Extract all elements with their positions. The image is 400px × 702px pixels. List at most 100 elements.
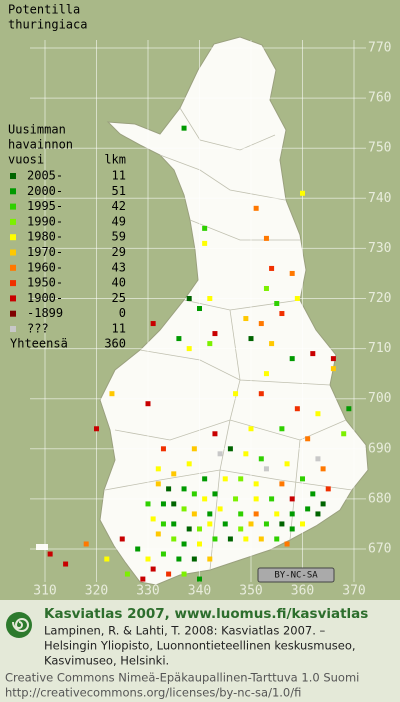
legend-count: 11 bbox=[112, 322, 126, 336]
occurrence-square bbox=[289, 526, 295, 532]
occurrence-square bbox=[279, 311, 285, 317]
occurrence-square bbox=[207, 296, 213, 301]
occurrence-square bbox=[279, 481, 285, 487]
legend-label: 1980- bbox=[27, 230, 63, 244]
legend-label: 1960- bbox=[27, 260, 63, 274]
occurrence-square bbox=[305, 506, 311, 512]
aland-islands bbox=[36, 544, 48, 550]
occurrence-square bbox=[253, 205, 259, 211]
occurrence-square bbox=[171, 521, 177, 527]
legend-label: 2000- bbox=[27, 184, 63, 198]
occurrence-square bbox=[202, 496, 208, 502]
occurrence-square bbox=[253, 481, 259, 487]
occurrence-square bbox=[212, 491, 218, 497]
occurrence-square bbox=[289, 511, 295, 517]
occurrence-square bbox=[320, 466, 326, 472]
legend-count: 49 bbox=[112, 214, 126, 228]
occurrence-square bbox=[186, 296, 192, 301]
license-line: Creative Commons Nimeä-Epäkaupallinen-Ta… bbox=[5, 671, 359, 685]
occurrence-square bbox=[63, 561, 69, 567]
legend-swatch bbox=[10, 249, 16, 256]
occurrence-square bbox=[150, 321, 156, 327]
occurrence-square bbox=[160, 551, 166, 557]
occurrence-square bbox=[181, 125, 187, 131]
y-tick-label: 680 bbox=[368, 491, 391, 506]
occurrence-square bbox=[238, 511, 244, 517]
legend-label: ??? bbox=[27, 322, 49, 336]
occurrence-square bbox=[94, 426, 99, 432]
title-line: Potentilla bbox=[8, 3, 80, 17]
y-tick-label: 710 bbox=[368, 341, 391, 356]
occurrence-square bbox=[160, 501, 166, 507]
occurrence-square bbox=[176, 336, 182, 342]
occurrence-square bbox=[160, 521, 166, 527]
occurrence-square bbox=[263, 521, 269, 527]
license-badge-text[interactable]: BY-NC-SA bbox=[274, 571, 318, 581]
occurrence-square bbox=[269, 265, 275, 271]
legend-label: 2005- bbox=[27, 169, 63, 183]
count-header: lkm bbox=[104, 153, 126, 167]
y-tick-label: 750 bbox=[368, 141, 391, 156]
footer-heading[interactable]: Kasviatlas 2007, www.luomus.fi/kasviatla… bbox=[44, 606, 368, 622]
occurrence-square bbox=[181, 571, 187, 577]
occurrence-square bbox=[284, 541, 290, 547]
occurrence-square bbox=[207, 521, 213, 527]
occurrence-square bbox=[212, 431, 218, 437]
occurrence-square bbox=[253, 496, 259, 502]
occurrence-square bbox=[325, 486, 331, 492]
occurrence-square bbox=[186, 526, 192, 532]
occurrence-square bbox=[186, 346, 192, 352]
occurrence-square bbox=[186, 461, 192, 467]
occurrence-square bbox=[171, 471, 177, 477]
occurrence-square bbox=[222, 476, 228, 482]
occurrence-square bbox=[238, 526, 244, 532]
occurrence-square bbox=[341, 431, 347, 437]
occurrence-square bbox=[155, 531, 161, 537]
occurrence-square bbox=[171, 536, 177, 542]
occurrence-square bbox=[181, 486, 187, 492]
occurrence-square bbox=[263, 235, 269, 241]
occurrence-square bbox=[305, 436, 311, 442]
legend-label: 1900- bbox=[27, 291, 63, 305]
occurrence-square bbox=[258, 536, 264, 542]
occurrence-square bbox=[124, 571, 130, 577]
legend-label: 1990- bbox=[27, 214, 63, 228]
occurrence-square bbox=[320, 501, 326, 507]
occurrence-square bbox=[315, 411, 321, 417]
occurrence-square bbox=[109, 391, 115, 397]
occurrence-square bbox=[269, 496, 275, 502]
total-label: Yhteensä bbox=[10, 337, 68, 351]
occurrence-square bbox=[145, 556, 151, 562]
x-tick-label: 350 bbox=[239, 584, 262, 599]
occurrence-square bbox=[181, 541, 187, 547]
license-line[interactable]: http://creativecommons.org/licenses/by-n… bbox=[5, 686, 301, 700]
occurrence-square bbox=[212, 536, 218, 542]
legend-label: 1970- bbox=[27, 245, 63, 259]
legend-swatch bbox=[10, 218, 16, 225]
finland-land bbox=[99, 36, 369, 586]
occurrence-square bbox=[191, 491, 197, 497]
occurrence-square bbox=[315, 456, 321, 462]
occurrence-square bbox=[294, 406, 300, 412]
occurrence-square bbox=[145, 401, 151, 407]
occurrence-square bbox=[294, 296, 300, 301]
occurrence-square bbox=[171, 501, 177, 507]
license-badge[interactable] bbox=[257, 567, 335, 583]
occurrence-square bbox=[197, 526, 202, 532]
occurrence-square bbox=[243, 316, 249, 322]
legend-swatch bbox=[10, 264, 16, 271]
legend-header: Uusimman bbox=[8, 123, 66, 137]
title-line: thuringiaca bbox=[8, 18, 87, 32]
legend-count: 42 bbox=[112, 199, 126, 213]
occurrence-square bbox=[212, 331, 218, 337]
occurrence-square bbox=[140, 576, 146, 582]
y-tick-label: 730 bbox=[368, 241, 391, 256]
occurrence-square bbox=[217, 506, 223, 512]
legend-label: 1950- bbox=[27, 276, 63, 290]
occurrence-square bbox=[197, 306, 202, 312]
occurrence-square bbox=[176, 556, 182, 562]
y-tick-label: 670 bbox=[368, 542, 391, 557]
occurrence-square bbox=[197, 541, 202, 547]
occurrence-square bbox=[243, 536, 249, 542]
occurrence-square bbox=[155, 466, 161, 472]
